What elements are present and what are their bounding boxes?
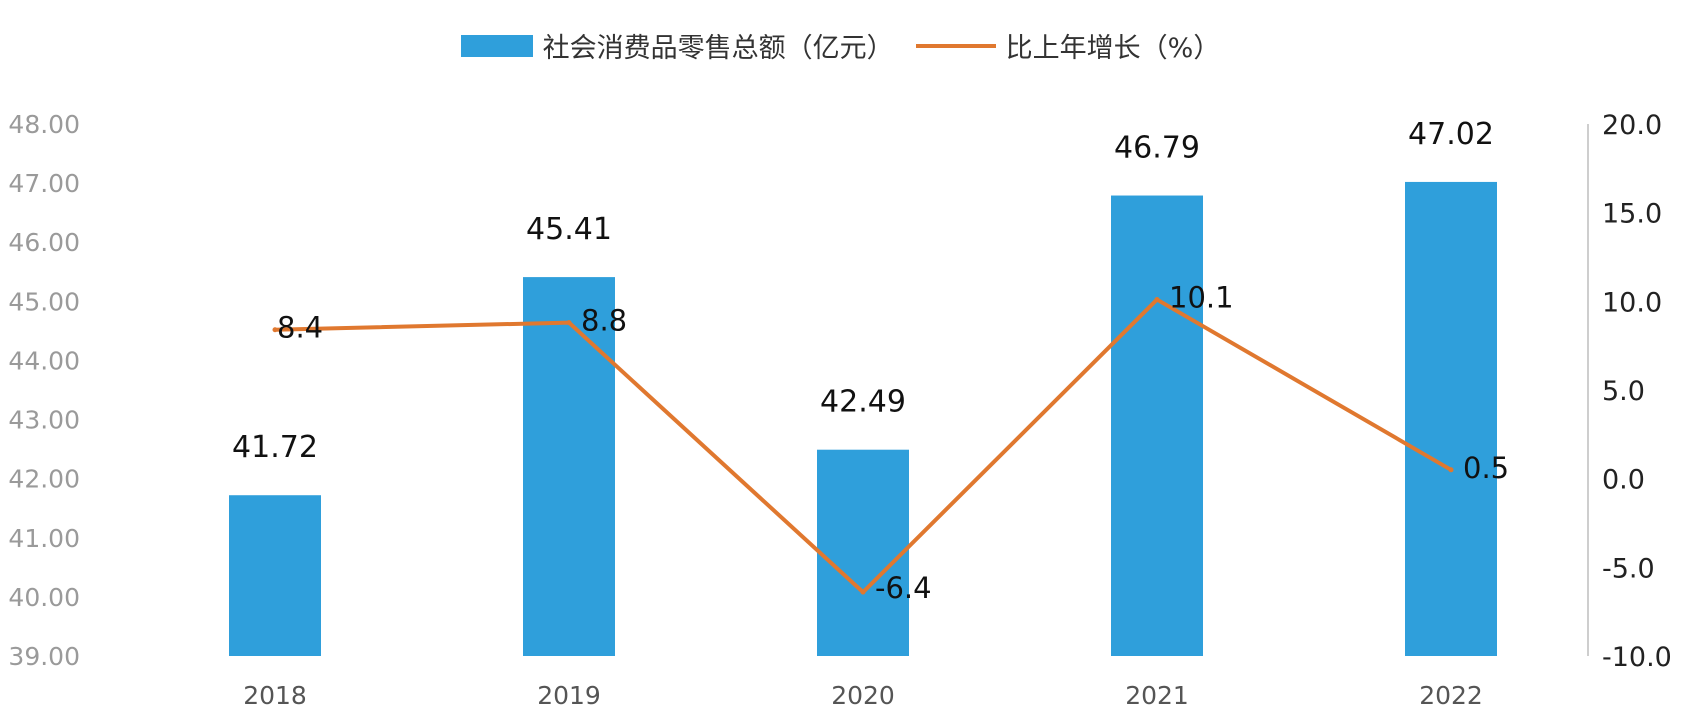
bar-value-label: 46.79 [1114,131,1200,166]
x-axis-tick-label: 2020 [831,681,895,710]
left-axis-tick-label: 47.00 [8,169,80,198]
left-axis-tick-label: 45.00 [8,287,80,316]
left-axis-tick-label: 43.00 [8,406,80,435]
right-y-axis: -10.0 -5.0 0.0 5.0 10.0 15.0 20.0 [1587,110,1672,673]
left-axis-tick-label: 41.00 [8,524,80,553]
legend-label-retail-sales: 社会消费品零售总额（亿元） [542,33,894,64]
line-point [1448,467,1454,473]
line-value-label: -6.4 [875,571,932,605]
right-axis-tick-label: 0.0 [1602,465,1645,496]
left-axis-tick-label: 44.00 [8,346,80,375]
bar-value-label: 41.72 [232,430,318,465]
line-point [1154,297,1160,303]
right-axis-tick-label: -5.0 [1602,553,1655,584]
x-axis-tick-label: 2022 [1419,681,1483,710]
bar [1111,195,1203,656]
x-axis: 2018 2019 2020 2021 2022 [243,681,1483,710]
right-axis-tick-label: 20.0 [1602,110,1662,141]
left-y-axis: 39.00 40.00 41.00 42.00 43.00 44.00 45.00 46.00… [8,110,80,671]
bar-value-label: 45.41 [526,212,612,247]
line-point [860,589,866,595]
line-value-label: 0.5 [1463,451,1509,485]
x-axis-tick-label: 2021 [1125,681,1189,710]
bar-series: 41.72 45.41 42.49 46.79 47.02 [229,117,1497,656]
left-axis-tick-label: 39.00 [8,642,80,671]
line-value-label: 10.1 [1169,281,1234,315]
line-point [566,320,572,326]
bar-value-label: 47.02 [1408,117,1494,152]
bar [523,277,615,656]
left-axis-tick-label: 42.00 [8,465,80,494]
legend-label-growth: 比上年增长（%） [1005,33,1221,64]
legend-bar-swatch [460,34,533,57]
right-axis-tick-label: -10.0 [1602,642,1672,673]
legend-line-swatch [915,43,996,48]
line-value-label: 8.8 [581,304,627,338]
bar [1405,181,1497,656]
bar [817,449,909,656]
legend-item-retail-sales: 社会消费品零售总额（亿元） [460,26,894,65]
left-axis-tick-label: 48.00 [8,110,80,139]
bar [229,495,321,656]
bar-value-label: 42.49 [820,385,906,420]
line-series: 8.4 8.8 -6.4 10.1 0.5 [272,281,1509,605]
line-value-label: 8.4 [277,311,323,345]
right-axis-tick-label: 5.0 [1602,376,1645,407]
right-axis-tick-label: 15.0 [1602,199,1662,230]
left-axis-tick-label: 46.00 [8,228,80,257]
chart-legend: 社会消费品零售总额（亿元） 比上年增长（%） [0,26,1681,65]
left-axis-tick-label: 40.00 [8,583,80,612]
x-axis-tick-label: 2018 [243,681,307,710]
legend-item-growth: 比上年增长（%） [915,26,1221,65]
right-axis-tick-label: 10.0 [1602,287,1662,318]
line-point [272,327,278,333]
x-axis-tick-label: 2019 [537,681,601,710]
